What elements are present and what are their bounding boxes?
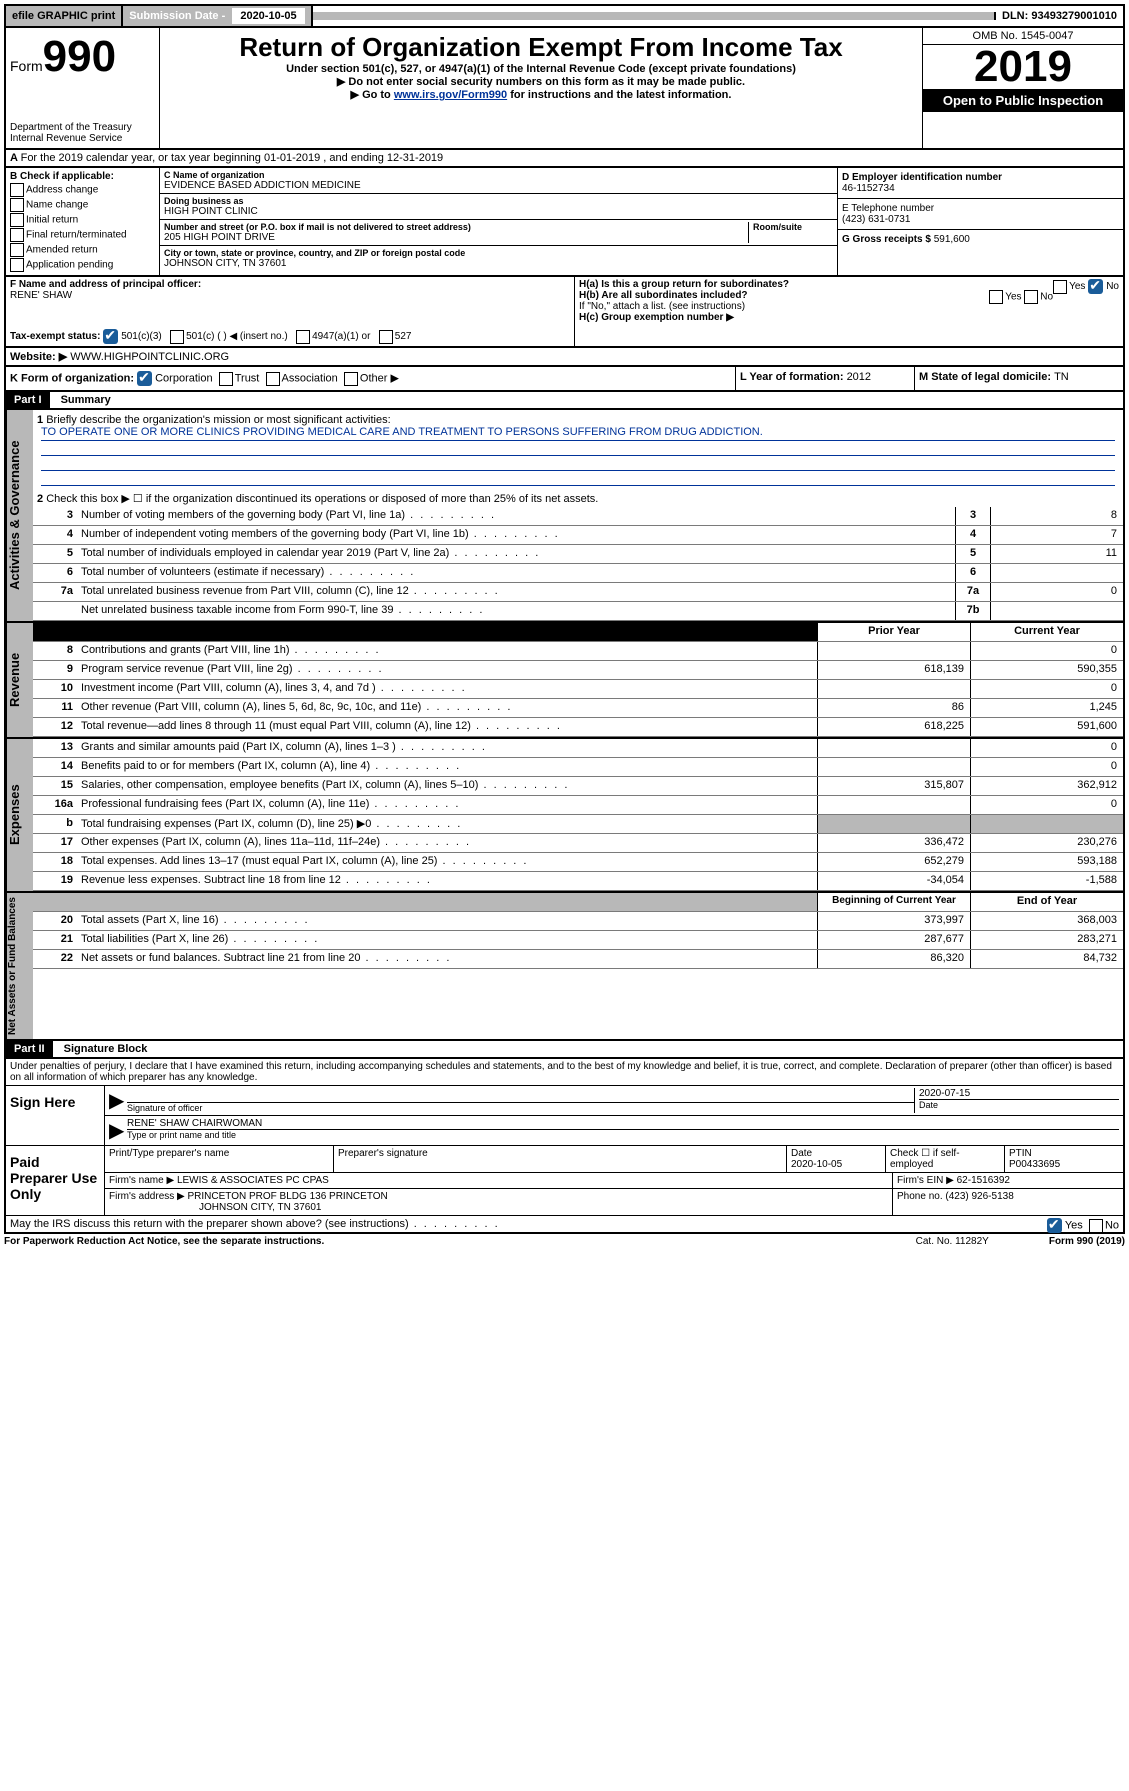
org-info-block: B Check if applicable: Address change Na…	[4, 168, 1125, 277]
summary-row: 5Total number of individuals employed in…	[33, 545, 1123, 564]
principal-officer: RENE' SHAW	[10, 290, 570, 301]
page-footer: For Paperwork Reduction Act Notice, see …	[4, 1234, 1125, 1247]
check-icon	[1047, 1218, 1062, 1233]
summary-row: 7aTotal unrelated business revenue from …	[33, 583, 1123, 602]
firm-ein: 62-1516392	[957, 1175, 1010, 1186]
tax-year-line: A For the 2019 calendar year, or tax yea…	[4, 150, 1125, 168]
telephone: (423) 631-0731	[842, 214, 1119, 225]
form-title: Return of Organization Exempt From Incom…	[164, 32, 918, 63]
street-address: 205 HIGH POINT DRIVE	[164, 232, 748, 243]
financial-row: 12Total revenue—add lines 8 through 11 (…	[33, 718, 1123, 737]
financial-row: 14Benefits paid to or for members (Part …	[33, 758, 1123, 777]
summary-row: 4Number of independent voting members of…	[33, 526, 1123, 545]
gross-receipts: G Gross receipts $ 591,600	[838, 230, 1123, 249]
form-header: Form990 Department of the Treasury Inter…	[4, 28, 1125, 150]
city-state-zip: JOHNSON CITY, TN 37601	[164, 258, 833, 269]
dln: DLN: 93493279001010	[996, 6, 1123, 26]
submission-date: Submission Date - 2020-10-05	[123, 6, 312, 26]
mission-text: TO OPERATE ONE OR MORE CLINICS PROVIDING…	[41, 426, 1115, 441]
open-public: Open to Public Inspection	[923, 89, 1123, 112]
dba-name: HIGH POINT CLINIC	[164, 206, 833, 217]
subtitle-1: Under section 501(c), 527, or 4947(a)(1)…	[164, 63, 918, 75]
efile-label[interactable]: efile GRAPHIC print	[6, 6, 123, 26]
part1-header: Part I Summary	[4, 392, 1125, 410]
subtitle-3: ▶ Go to www.irs.gov/Form990 for instruct…	[164, 88, 918, 101]
financial-row: 21Total liabilities (Part X, line 26)287…	[33, 931, 1123, 950]
form-number: Form990	[10, 32, 155, 82]
financial-row: 10Investment income (Part VIII, column (…	[33, 680, 1123, 699]
revenue-section: Revenue Prior Year Current Year 8Contrib…	[4, 623, 1125, 739]
financial-row: 9Program service revenue (Part VIII, lin…	[33, 661, 1123, 680]
check-icon	[1088, 279, 1103, 294]
website: WWW.HIGHPOINTCLINIC.ORG	[70, 351, 229, 363]
financial-row: 8Contributions and grants (Part VIII, li…	[33, 642, 1123, 661]
section-c: C Name of organization EVIDENCE BASED AD…	[160, 168, 838, 275]
financial-row: 17Other expenses (Part IX, column (A), l…	[33, 834, 1123, 853]
paid-preparer-label: Paid Preparer Use Only	[6, 1146, 105, 1215]
financial-row: 16aProfessional fundraising fees (Part I…	[33, 796, 1123, 815]
section-deg: D Employer identification number 46-1152…	[838, 168, 1123, 275]
check-icon	[137, 371, 152, 386]
section-i: Tax-exempt status: 501(c)(3) 501(c) ( ) …	[10, 329, 570, 344]
irs-label: Internal Revenue Service	[10, 133, 155, 144]
revenue-header: Prior Year Current Year	[33, 623, 1123, 642]
part2-header: Part II Signature Block	[4, 1041, 1125, 1059]
irs-link[interactable]: www.irs.gov/Form990	[394, 89, 507, 101]
sign-here-label: Sign Here	[6, 1086, 105, 1145]
net-header: Beginning of Current Year End of Year	[33, 893, 1123, 912]
ptin: P00433695	[1009, 1159, 1060, 1170]
top-bar: efile GRAPHIC print Submission Date - 20…	[4, 4, 1125, 28]
subtitle-2: ▶ Do not enter social security numbers o…	[164, 75, 918, 88]
ein: 46-1152734	[842, 183, 1119, 194]
check-icon	[103, 329, 118, 344]
summary-row: 3Number of voting members of the governi…	[33, 507, 1123, 526]
org-name: EVIDENCE BASED ADDICTION MEDICINE	[164, 180, 833, 191]
section-klm: K Form of organization: Corporation Trus…	[4, 367, 1125, 392]
firm-address: PRINCETON PROF BLDG 136 PRINCETON	[188, 1191, 388, 1202]
section-b: B Check if applicable: Address change Na…	[6, 168, 160, 275]
section-fh: F Name and address of principal officer:…	[4, 277, 1125, 348]
section-hb: H(b) Are all subordinates included? Yes …	[579, 290, 1119, 301]
summary-row: 6Total number of volunteers (estimate if…	[33, 564, 1123, 583]
financial-row: 11Other revenue (Part VIII, column (A), …	[33, 699, 1123, 718]
side-exp: Expenses	[6, 739, 33, 891]
expenses-section: Expenses 13Grants and similar amounts pa…	[4, 739, 1125, 893]
spacer	[313, 12, 996, 20]
financial-row: 22Net assets or fund balances. Subtract …	[33, 950, 1123, 969]
side-net: Net Assets or Fund Balances	[6, 893, 33, 1039]
financial-row: 15Salaries, other compensation, employee…	[33, 777, 1123, 796]
section-hc: H(c) Group exemption number ▶	[579, 312, 1119, 323]
side-gov: Activities & Governance	[6, 410, 33, 621]
officer-name: RENE' SHAW CHAIRWOMAN	[127, 1118, 1119, 1129]
treasury-dept: Department of the Treasury	[10, 122, 155, 133]
section-j: Website: ▶ WWW.HIGHPOINTCLINIC.ORG	[4, 348, 1125, 367]
financial-row: 19Revenue less expenses. Subtract line 1…	[33, 872, 1123, 891]
side-rev: Revenue	[6, 623, 33, 737]
declaration: Under penalties of perjury, I declare th…	[6, 1059, 1123, 1085]
tax-year: 2019	[923, 45, 1123, 89]
financial-row: 20Total assets (Part X, line 16)373,9973…	[33, 912, 1123, 931]
firm-phone: (423) 926-5138	[945, 1191, 1013, 1202]
financial-row: 13Grants and similar amounts paid (Part …	[33, 739, 1123, 758]
section-ha: H(a) Is this a group return for subordin…	[579, 279, 1119, 290]
summary-row: Net unrelated business taxable income fr…	[33, 602, 1123, 621]
discuss-row: May the IRS discuss this return with the…	[6, 1215, 1123, 1232]
signature-block: Under penalties of perjury, I declare th…	[4, 1059, 1125, 1234]
financial-row: bTotal fundraising expenses (Part IX, co…	[33, 815, 1123, 834]
financial-row: 18Total expenses. Add lines 13–17 (must …	[33, 853, 1123, 872]
firm-name: LEWIS & ASSOCIATES PC CPAS	[177, 1175, 329, 1186]
net-assets-section: Net Assets or Fund Balances Beginning of…	[4, 893, 1125, 1041]
activities-governance: Activities & Governance 1 Briefly descri…	[4, 410, 1125, 623]
